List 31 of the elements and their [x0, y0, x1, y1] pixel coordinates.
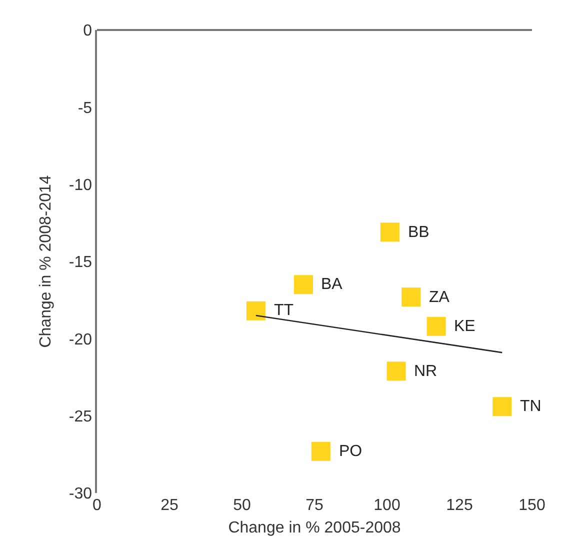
point	[380, 222, 400, 242]
y-tick-label: -15	[68, 254, 92, 272]
y-tick-label: -25	[68, 408, 92, 426]
x-tick-label: 150	[518, 497, 546, 514]
x-tick-label: 50	[233, 497, 251, 514]
annotation: PO	[339, 443, 362, 460]
y-tick-label: -20	[68, 331, 92, 348]
annotation: BB	[408, 224, 430, 241]
point	[246, 301, 266, 320]
point	[386, 362, 406, 381]
y-tick-label: -5	[78, 100, 92, 117]
x-tick-label: 100	[374, 497, 400, 514]
point	[311, 442, 330, 461]
y-tick-label: -10	[68, 176, 92, 194]
y-tick-label: -30	[68, 486, 92, 503]
point	[492, 397, 512, 416]
annotation: ZA	[429, 289, 450, 306]
annotation: KE	[454, 318, 476, 335]
annotation: BA	[321, 276, 343, 293]
point	[294, 275, 313, 294]
point	[426, 316, 446, 336]
point	[402, 288, 421, 306]
x-tick-label: 125	[446, 497, 473, 514]
y-tick-label: 0	[83, 22, 92, 40]
annotation: NR	[414, 363, 438, 380]
y-axis-title: Change in % 2008-2014	[37, 175, 54, 348]
x-tick-label: 25	[160, 497, 178, 514]
x-axis-title: Change in % 2005-2008	[228, 520, 401, 537]
annotation: TN	[520, 398, 542, 415]
x-tick-label: 75	[306, 497, 324, 514]
annotation: TT	[274, 302, 294, 319]
